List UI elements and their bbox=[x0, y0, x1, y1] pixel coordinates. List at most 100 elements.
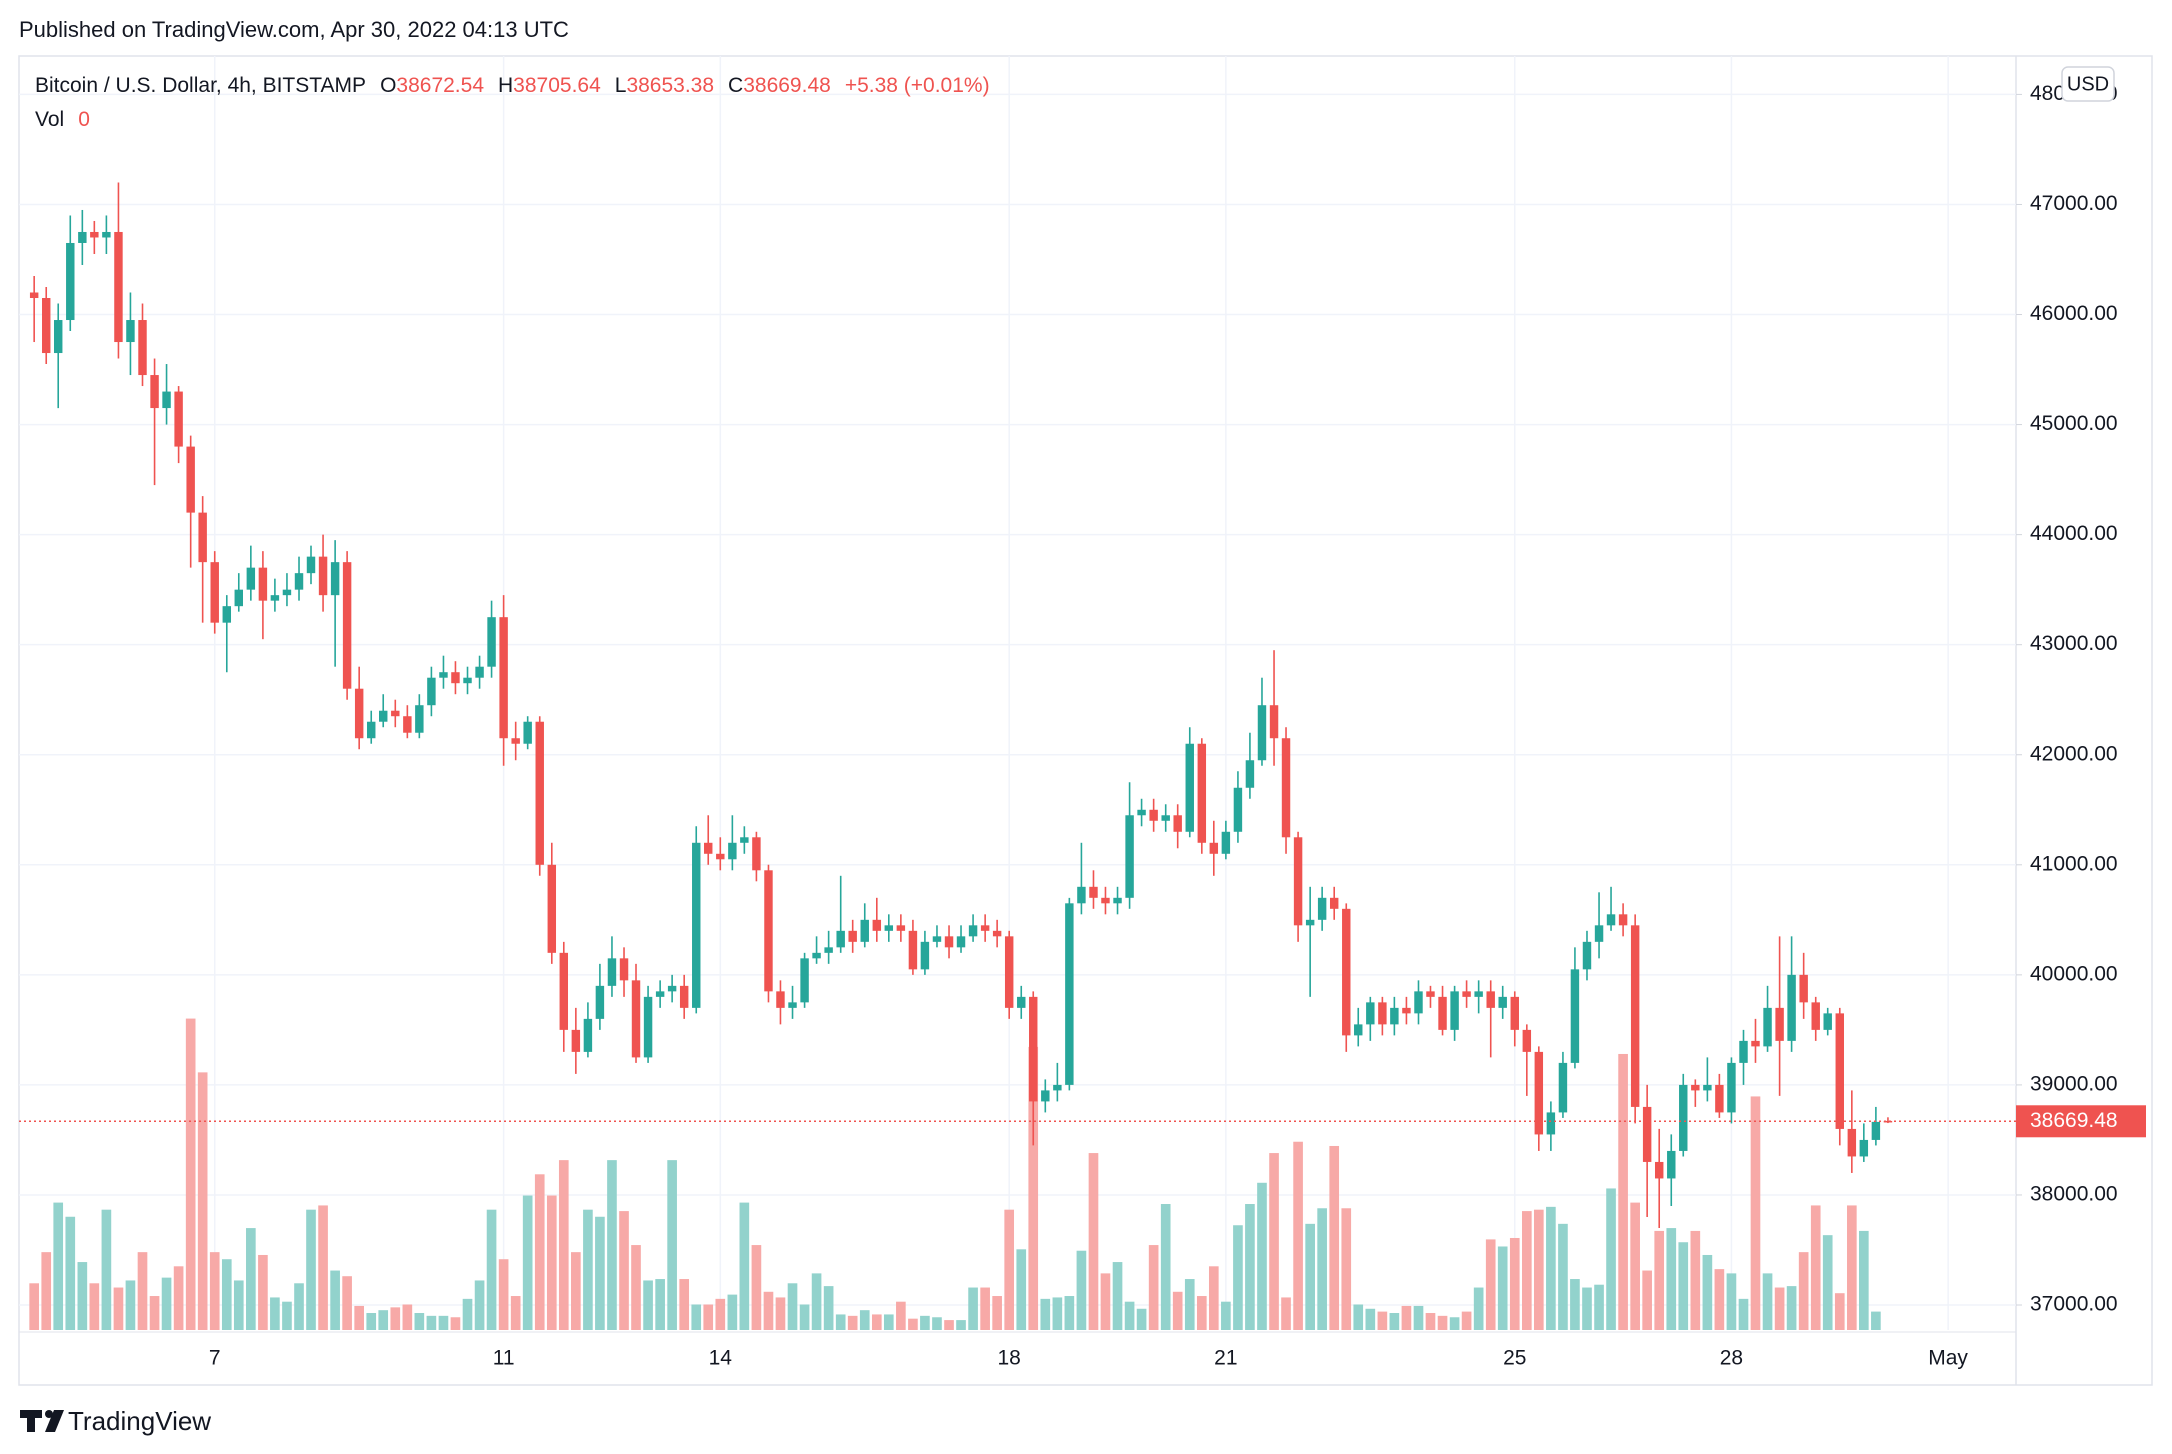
currency-badge[interactable] bbox=[2061, 66, 2115, 102]
volume-bar bbox=[932, 1317, 942, 1330]
candle-body bbox=[655, 991, 665, 997]
candle-body bbox=[1787, 974, 1796, 1041]
candle-body bbox=[1209, 842, 1219, 854]
candle-body bbox=[764, 870, 773, 992]
volume-bar bbox=[1413, 1305, 1424, 1330]
volume-bar bbox=[258, 1254, 268, 1330]
volume-bar bbox=[1281, 1297, 1291, 1330]
volume-bar bbox=[896, 1301, 906, 1330]
x-tick-label: 18 bbox=[998, 1347, 1021, 1370]
candle-body bbox=[294, 573, 304, 590]
candle-body bbox=[1739, 1040, 1748, 1063]
volume-bar bbox=[318, 1205, 328, 1330]
volume-bar bbox=[1100, 1273, 1111, 1330]
candle-body bbox=[992, 930, 1002, 937]
volume-bar bbox=[1293, 1141, 1303, 1330]
candle-body bbox=[595, 985, 605, 1019]
candle-body bbox=[607, 958, 617, 986]
volume-bar bbox=[1040, 1298, 1051, 1330]
candle-body bbox=[896, 925, 906, 931]
volume-bar bbox=[691, 1304, 702, 1330]
candle-body bbox=[1510, 996, 1519, 1030]
volume-bar bbox=[1810, 1205, 1821, 1330]
close-label: C bbox=[728, 74, 743, 97]
volume-bar bbox=[1329, 1145, 1340, 1330]
candle-body bbox=[1438, 996, 1447, 1030]
candle-body bbox=[1017, 996, 1026, 1008]
volume-bar bbox=[161, 1277, 172, 1330]
candle-body bbox=[1799, 974, 1808, 1003]
candle-body bbox=[1546, 1112, 1556, 1135]
volume-bar bbox=[173, 1266, 184, 1330]
volume-bar bbox=[1221, 1301, 1231, 1330]
x-tick-label: 7 bbox=[209, 1347, 221, 1370]
candle-body bbox=[1221, 831, 1231, 854]
candle-body bbox=[1715, 1084, 1724, 1113]
low-value: 38653.38 bbox=[626, 74, 714, 97]
candle-body bbox=[258, 567, 268, 601]
candle-body bbox=[1835, 1013, 1844, 1129]
volume-bar bbox=[1690, 1230, 1701, 1330]
symbol-legend: Bitcoin / U.S. Dollar, 4h, BITSTAMP O3867… bbox=[35, 74, 990, 97]
volume-bar bbox=[1076, 1250, 1087, 1330]
currency-label[interactable]: USD bbox=[2067, 73, 2109, 95]
volume-bar bbox=[1762, 1273, 1773, 1330]
volume-bar bbox=[1678, 1242, 1689, 1330]
axes: 37000.00 38000.00 39000.00 40000.00 41000.00… bbox=[19, 82, 2146, 1370]
volume-bar bbox=[209, 1252, 220, 1330]
candle-body bbox=[740, 837, 749, 843]
volume-bar bbox=[1858, 1230, 1869, 1330]
candle-body bbox=[1703, 1084, 1712, 1091]
candle-body bbox=[102, 231, 111, 238]
volume-bar bbox=[1425, 1313, 1436, 1330]
candle-body bbox=[1751, 1040, 1760, 1047]
volume-bar bbox=[1594, 1284, 1604, 1330]
candle-body bbox=[704, 842, 713, 854]
candle-body bbox=[1149, 809, 1158, 821]
candle-body bbox=[523, 721, 532, 744]
x-tick-label: 28 bbox=[1720, 1347, 1743, 1370]
candle-body bbox=[1763, 1007, 1772, 1047]
candle-body bbox=[1883, 1120, 1893, 1123]
candle-body bbox=[1414, 991, 1423, 1014]
volume-bar bbox=[1196, 1296, 1207, 1330]
candle-body bbox=[475, 666, 484, 678]
candle-body bbox=[1450, 991, 1459, 1030]
x-tick-label: 14 bbox=[709, 1347, 733, 1370]
candle-body bbox=[318, 556, 328, 596]
candle-body bbox=[836, 930, 845, 948]
candle-body bbox=[1775, 1007, 1784, 1041]
volume-bar bbox=[667, 1160, 677, 1330]
y-tick-label: 40000.00 bbox=[2030, 962, 2118, 985]
volume-bar bbox=[1847, 1205, 1857, 1330]
volume-legend: Vol 0 bbox=[35, 108, 90, 131]
volume-bar bbox=[643, 1280, 653, 1330]
logo-dot bbox=[45, 1410, 53, 1418]
volume-bar bbox=[1666, 1228, 1677, 1330]
candle-body bbox=[210, 562, 219, 623]
volume-bar bbox=[787, 1283, 798, 1330]
volume-bar bbox=[558, 1160, 569, 1330]
volume-bar bbox=[1606, 1188, 1616, 1330]
volume-bar bbox=[739, 1202, 750, 1330]
candle-body bbox=[367, 721, 376, 739]
volume-bar bbox=[920, 1315, 930, 1330]
candle-body bbox=[342, 562, 352, 689]
volume-bar bbox=[871, 1314, 882, 1330]
candles bbox=[29, 182, 1893, 1228]
candle-body bbox=[1089, 886, 1098, 898]
volume-bar bbox=[799, 1304, 810, 1330]
volume-bar bbox=[1533, 1209, 1544, 1330]
symbol-title: Bitcoin / U.S. Dollar, 4h, BITSTAMP bbox=[35, 74, 366, 97]
candle-body bbox=[872, 919, 882, 931]
volume-bar bbox=[1522, 1211, 1532, 1330]
volume-bar bbox=[522, 1195, 533, 1330]
candle-body bbox=[1101, 897, 1110, 904]
candle-body bbox=[1727, 1062, 1736, 1113]
candle-body bbox=[1534, 1051, 1544, 1135]
volume-bar bbox=[197, 1072, 208, 1330]
candle-body bbox=[270, 595, 280, 601]
candle-body bbox=[499, 617, 508, 739]
x-tick-label: 21 bbox=[1214, 1347, 1237, 1370]
candle-body bbox=[222, 606, 232, 623]
